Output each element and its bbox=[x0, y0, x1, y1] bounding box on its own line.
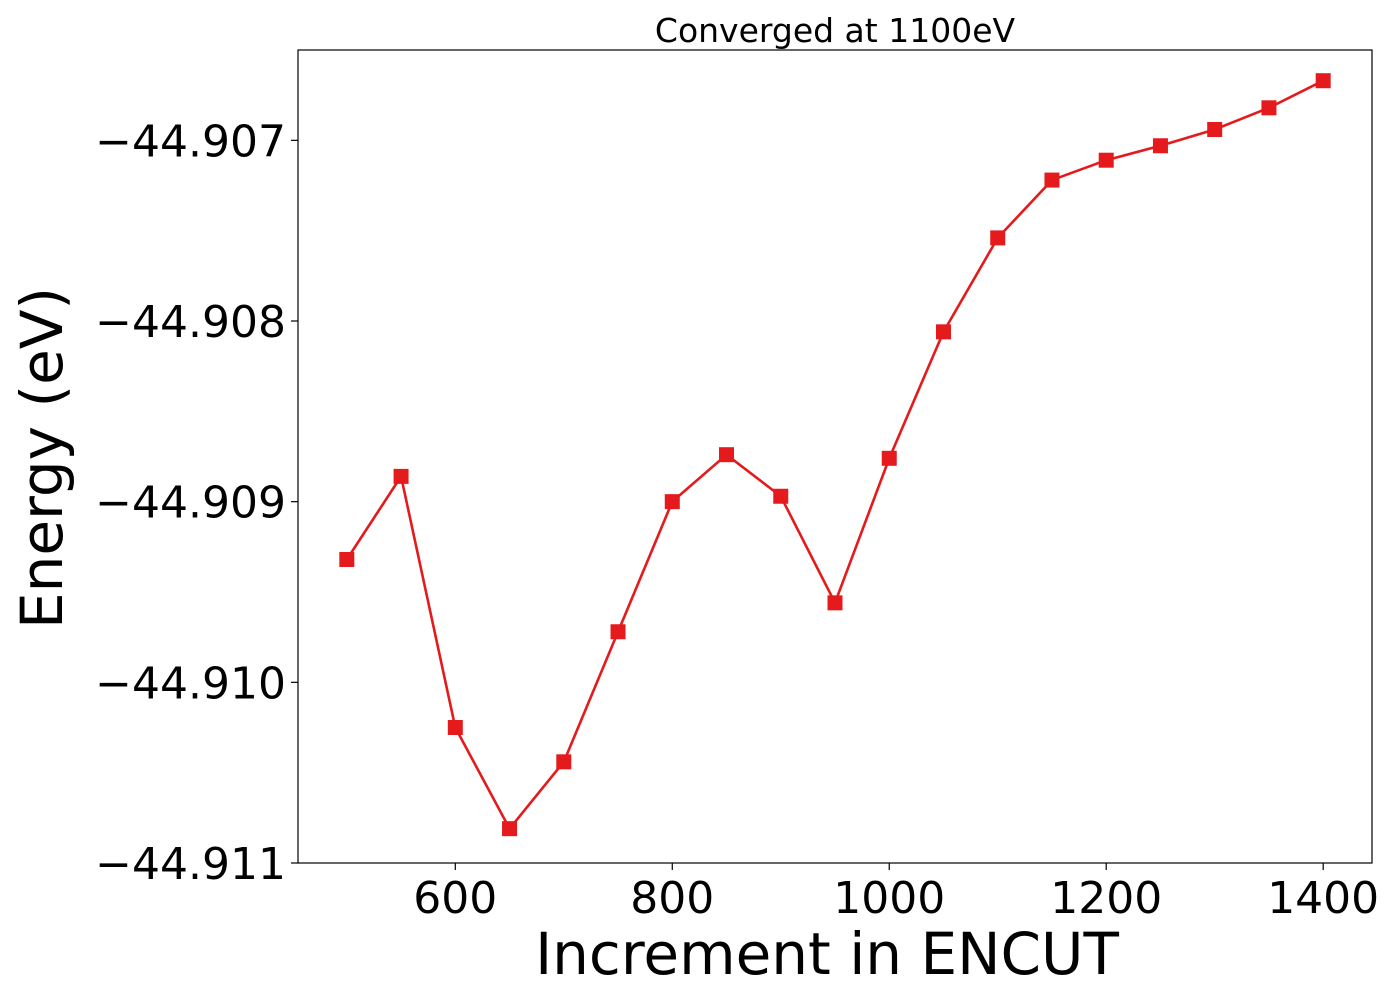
y-tick-label: −44.908 bbox=[95, 297, 286, 348]
chart-title: Converged at 1100eV bbox=[655, 11, 1016, 50]
y-tick-label: −44.909 bbox=[95, 478, 286, 529]
data-point-marker bbox=[990, 230, 1006, 246]
data-point-marker bbox=[664, 494, 680, 510]
data-point-marker bbox=[339, 551, 355, 567]
x-tick-label: 800 bbox=[630, 873, 714, 924]
y-tick-label: −44.911 bbox=[95, 839, 286, 890]
data-point-marker bbox=[881, 450, 897, 466]
x-tick-label: 1400 bbox=[1267, 873, 1379, 924]
data-point-marker bbox=[1044, 172, 1060, 188]
series-line bbox=[345, 79, 1324, 830]
data-point-marker bbox=[1098, 152, 1114, 168]
data-point-marker bbox=[1152, 138, 1168, 154]
plot-frame bbox=[297, 49, 1373, 864]
data-point-marker bbox=[719, 447, 735, 463]
data-point-marker bbox=[1261, 100, 1277, 116]
x-tick-label: 600 bbox=[413, 873, 497, 924]
y-tick-label: −44.910 bbox=[95, 658, 286, 709]
data-point-marker bbox=[827, 595, 843, 611]
x-tick-label: 1200 bbox=[1050, 873, 1162, 924]
data-point-marker bbox=[1207, 121, 1223, 137]
data-point-marker bbox=[556, 754, 572, 770]
data-point-marker bbox=[610, 624, 626, 640]
x-axis-label: Increment in ENCUT bbox=[535, 920, 1119, 988]
x-tick-label: 1000 bbox=[833, 873, 945, 924]
data-point-marker bbox=[935, 324, 951, 340]
data-point-marker bbox=[447, 720, 463, 735]
data-point-marker bbox=[1315, 73, 1331, 89]
data-point-marker bbox=[393, 468, 409, 484]
plot-area: 600 800 1000 1200 1400 −44.911 −44.910 −44.909 −… bbox=[95, 49, 1379, 924]
data-point-marker bbox=[502, 821, 518, 837]
data-point-marker bbox=[773, 488, 789, 504]
y-tick-label: −44.907 bbox=[95, 116, 286, 167]
y-axis-label: Energy (eV) bbox=[8, 287, 76, 629]
